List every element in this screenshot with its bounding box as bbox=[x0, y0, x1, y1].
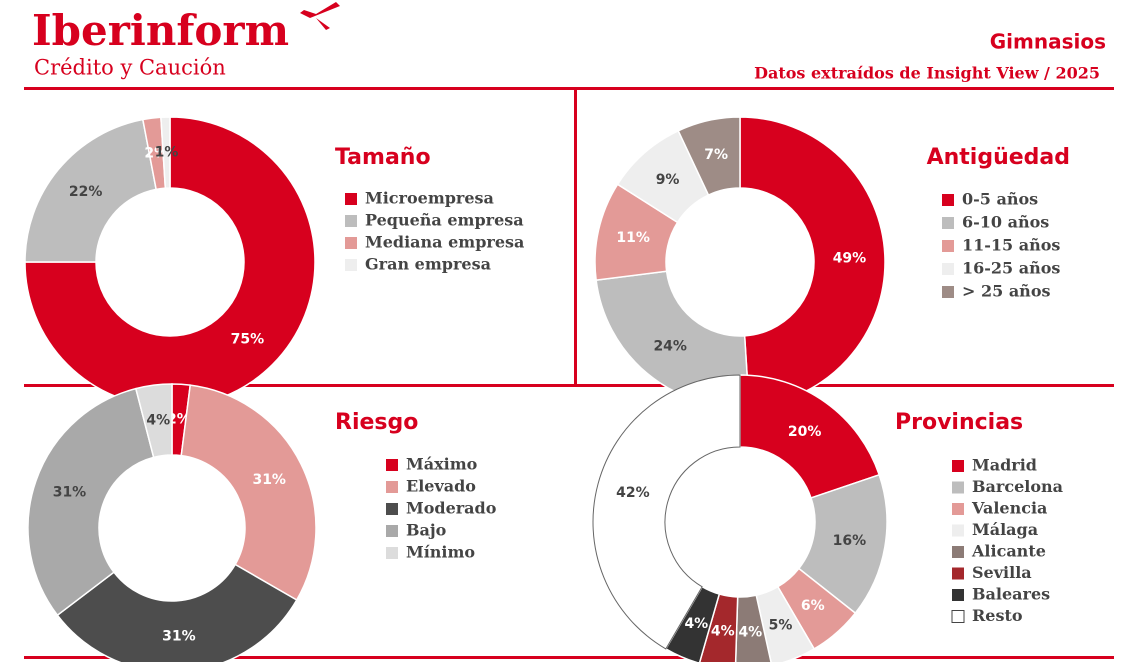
legend-swatch bbox=[345, 237, 357, 249]
legend-swatch bbox=[345, 215, 357, 227]
data-label: 22% bbox=[69, 184, 103, 200]
legend-label: Gran empresa bbox=[365, 255, 491, 274]
legend-label: Moderado bbox=[406, 499, 497, 518]
divider bbox=[24, 384, 1114, 387]
panel-title: Tamaño bbox=[335, 145, 431, 170]
data-label: 24% bbox=[653, 338, 687, 354]
legend-label: Mediana empresa bbox=[365, 233, 524, 252]
donut-segment bbox=[677, 116, 741, 197]
data-label: 9% bbox=[656, 172, 680, 188]
legend-label: 0-5 años bbox=[962, 190, 1038, 209]
legend-swatch bbox=[952, 546, 964, 558]
legend-swatch bbox=[942, 263, 954, 275]
donut-segment bbox=[56, 563, 298, 662]
legend-label: Máximo bbox=[406, 455, 478, 474]
legend-label: Elevado bbox=[406, 477, 476, 496]
legend-swatch bbox=[952, 524, 964, 537]
data-label: 4% bbox=[146, 412, 170, 428]
divider bbox=[24, 87, 1114, 90]
data-label: 7% bbox=[704, 147, 728, 163]
data-label: 4% bbox=[738, 625, 762, 641]
legend-swatch bbox=[951, 610, 965, 623]
legend-label: Resto bbox=[972, 606, 1023, 625]
panel-title: Riesgo bbox=[335, 410, 418, 435]
legend-swatch bbox=[386, 459, 398, 471]
legend-swatch bbox=[942, 286, 954, 298]
data-label: 4% bbox=[684, 616, 708, 632]
data-label: 5% bbox=[769, 617, 793, 633]
donut-segment bbox=[160, 116, 171, 189]
legend-swatch bbox=[942, 194, 954, 206]
data-label: 20% bbox=[788, 424, 822, 440]
legend-label: Pequeña empresa bbox=[365, 211, 524, 230]
legend-label: Barcelona bbox=[972, 477, 1063, 496]
brand: Iberinform bbox=[32, 6, 289, 55]
logo-plane bbox=[300, 2, 340, 30]
legend-label: Madrid bbox=[972, 456, 1037, 475]
legend-label: Alicante bbox=[971, 542, 1046, 561]
legend-label: Sevilla bbox=[972, 563, 1032, 582]
data-label: 11% bbox=[616, 230, 650, 246]
data-label: 75% bbox=[231, 331, 265, 347]
brand-subtitle: Crédito y Caución bbox=[34, 56, 226, 80]
panel-title: Antigüedad bbox=[927, 145, 1070, 170]
page-title: Gimnasios bbox=[990, 30, 1106, 54]
legend-swatch bbox=[952, 567, 964, 580]
donut-segment bbox=[134, 383, 173, 459]
donut-segment bbox=[180, 384, 317, 602]
donut-segment bbox=[27, 387, 155, 617]
legend-label: Málaga bbox=[972, 520, 1038, 539]
legend-swatch bbox=[942, 240, 954, 252]
divider bbox=[574, 90, 577, 387]
legend-swatch bbox=[952, 503, 964, 515]
legend-label: 16-25 años bbox=[962, 259, 1060, 278]
divider bbox=[24, 656, 1114, 659]
donut-segment bbox=[24, 116, 316, 408]
data-label: 4% bbox=[711, 624, 735, 640]
data-label: 16% bbox=[833, 533, 867, 549]
legend-swatch bbox=[386, 547, 398, 559]
legend-label: Bajo bbox=[406, 521, 447, 540]
donut-segment bbox=[592, 374, 741, 650]
page-subtitle: Datos extraídos de Insight View / 2025 bbox=[754, 64, 1100, 83]
data-label: 31% bbox=[162, 628, 196, 644]
legend-swatch bbox=[345, 259, 357, 271]
legend-label: 6-10 años bbox=[962, 213, 1049, 232]
data-label: 42% bbox=[616, 485, 650, 501]
legend-label: Baleares bbox=[972, 585, 1050, 604]
data-label: 1% bbox=[155, 145, 179, 161]
legend-label: Microempresa bbox=[365, 189, 494, 208]
donut-segment bbox=[24, 118, 158, 263]
legend-label: Valencia bbox=[971, 499, 1047, 518]
data-label: 31% bbox=[53, 485, 87, 501]
legend-swatch bbox=[386, 525, 398, 537]
legend-swatch bbox=[345, 193, 357, 205]
legend-swatch bbox=[952, 589, 964, 601]
legend-swatch bbox=[942, 217, 954, 229]
legend-swatch bbox=[386, 503, 398, 515]
legend-label: 11-15 años bbox=[962, 236, 1060, 255]
data-label: 31% bbox=[252, 472, 286, 488]
legend-label: Mínimo bbox=[406, 543, 475, 562]
data-label: 49% bbox=[833, 251, 867, 267]
legend-swatch bbox=[952, 460, 964, 472]
legend-swatch bbox=[952, 481, 964, 494]
donut-segment bbox=[739, 374, 881, 499]
legend-swatch bbox=[386, 481, 398, 493]
legend-label: > 25 años bbox=[962, 282, 1051, 301]
panel-title: Provincias bbox=[895, 410, 1023, 435]
data-label: 6% bbox=[801, 598, 825, 614]
